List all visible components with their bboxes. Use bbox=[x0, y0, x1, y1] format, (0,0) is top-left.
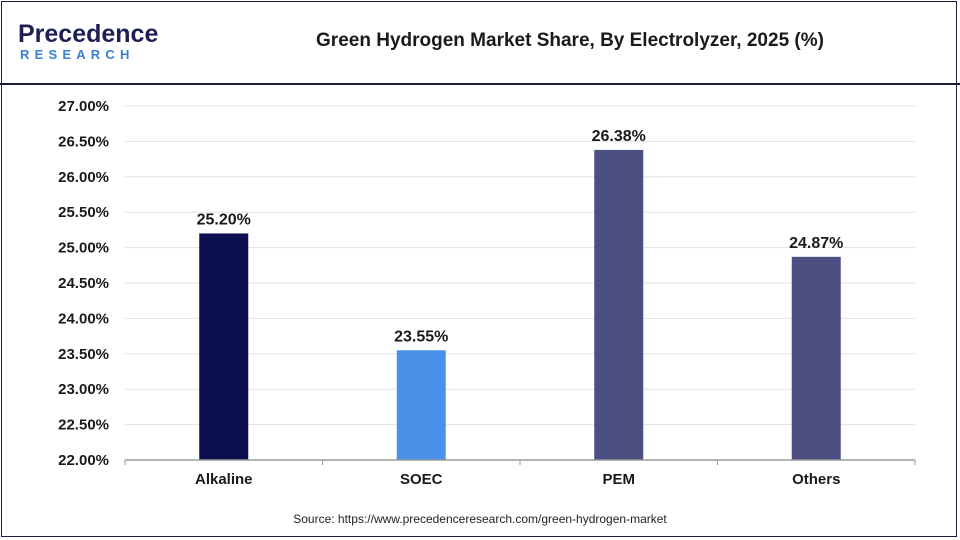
bar-pem bbox=[594, 149, 644, 460]
data-label: 25.20% bbox=[197, 211, 251, 228]
y-tick-label: 24.00% bbox=[58, 310, 109, 327]
bar-chart: 22.00% 22.50% 23.00% 23.50% 24.00% 24.50% 25.0… bbox=[58, 98, 916, 488]
y-tick-label: 23.50% bbox=[58, 346, 109, 363]
logo-sub-text: RESEARCH bbox=[20, 47, 135, 62]
logo-brand-text: Precedence bbox=[18, 20, 158, 48]
header-divider bbox=[0, 83, 960, 85]
bar-others bbox=[791, 256, 841, 460]
source-note: Source: https://www.precedenceresearch.c… bbox=[293, 512, 667, 526]
y-tick-label: 27.00% bbox=[58, 98, 109, 115]
chart-title: Green Hydrogen Market Share, By Electrol… bbox=[316, 30, 824, 51]
y-tick-label: 25.00% bbox=[58, 240, 109, 257]
x-tick-label: SOEC bbox=[400, 471, 443, 488]
y-tick-label: 22.00% bbox=[58, 452, 109, 469]
bar-alkaline bbox=[199, 233, 249, 460]
bar-soec bbox=[396, 350, 446, 460]
x-tick-label: Others bbox=[792, 471, 840, 488]
data-labels: 25.20% 23.55% 26.38% 24.87% bbox=[197, 128, 844, 345]
x-tick-label: PEM bbox=[602, 471, 635, 488]
x-tick-label: Alkaline bbox=[195, 471, 253, 488]
y-tick-label: 22.50% bbox=[58, 417, 109, 434]
data-label: 23.55% bbox=[394, 328, 448, 345]
data-label: 24.87% bbox=[789, 235, 843, 252]
y-tick-label: 26.00% bbox=[58, 169, 109, 186]
y-tick-label: 24.50% bbox=[58, 275, 109, 292]
bars bbox=[199, 149, 841, 460]
x-axis: Alkaline SOEC PEM Others bbox=[124, 459, 916, 488]
data-label: 26.38% bbox=[592, 128, 646, 145]
y-axis: 22.00% 22.50% 23.00% 23.50% 24.00% 24.50% 25.0… bbox=[58, 98, 109, 469]
y-tick-label: 26.50% bbox=[58, 133, 109, 150]
y-tick-label: 23.00% bbox=[58, 381, 109, 398]
precedence-research-logo: Precedence RESEARCH bbox=[18, 20, 158, 62]
header: Precedence RESEARCH Green Hydrogen Marke… bbox=[0, 0, 960, 84]
y-tick-label: 25.50% bbox=[58, 204, 109, 221]
gridlines bbox=[125, 105, 915, 426]
